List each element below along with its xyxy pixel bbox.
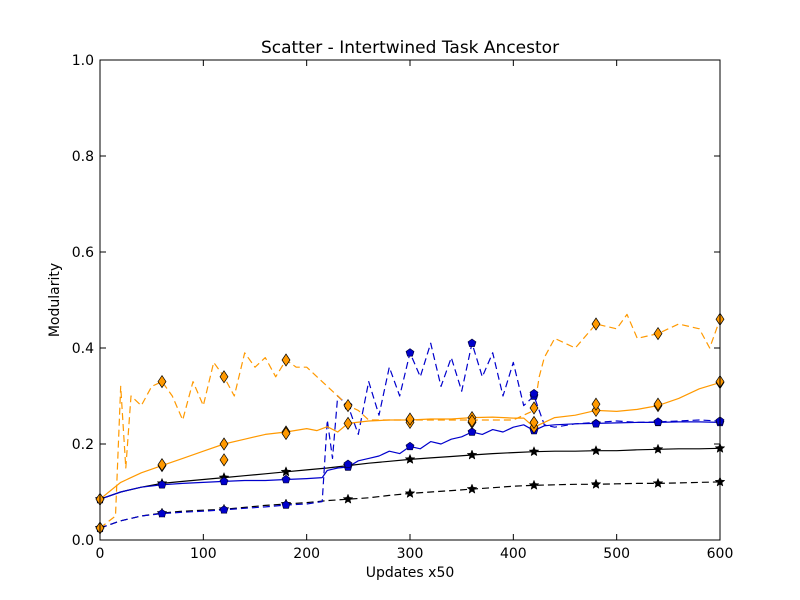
data-point-star-7 bbox=[528, 446, 540, 457]
data-point-star-8 bbox=[590, 445, 602, 456]
axis-ticks: 0 100 200 300 400 500 600 0.0 0.2 0.4 0.6 0.8 1.0 bbox=[72, 53, 734, 562]
data-point-star-5 bbox=[404, 453, 416, 464]
data-point-star-9 bbox=[652, 443, 664, 454]
data-point-diamond-48 bbox=[343, 416, 353, 430]
data-point-star-15 bbox=[342, 493, 354, 504]
data-point-pentagon-75 bbox=[343, 459, 353, 468]
data-point-diamond-46 bbox=[219, 437, 229, 451]
data-point-diamond-64 bbox=[653, 326, 663, 341]
data-point-diamond-69 bbox=[405, 412, 415, 426]
data-point-pentagon-23 bbox=[157, 480, 167, 489]
data-point-star-6 bbox=[466, 449, 478, 460]
x-tick-label: 600 bbox=[707, 546, 734, 562]
data-point-diamond-66 bbox=[157, 458, 167, 472]
plot-area bbox=[100, 60, 720, 540]
data-point-pentagon-36 bbox=[281, 500, 291, 509]
data-point-pentagon-76 bbox=[529, 389, 539, 398]
data-point-pentagon-34 bbox=[157, 509, 167, 518]
series-line-3 bbox=[99, 342, 721, 529]
y-tick-label: 0.4 bbox=[72, 341, 94, 357]
y-axis-label: Modularity bbox=[47, 263, 63, 337]
y-tick-label: 0.8 bbox=[72, 149, 94, 165]
data-point-diamond-71 bbox=[529, 415, 539, 430]
data-point-diamond-57 bbox=[219, 370, 229, 384]
series-line-5 bbox=[99, 313, 721, 529]
data-point-star-18 bbox=[528, 479, 540, 490]
data-point-star-20 bbox=[652, 477, 664, 488]
data-point-pentagon-28 bbox=[467, 427, 477, 436]
x-tick-label: 400 bbox=[500, 546, 527, 562]
data-point-diamond-68 bbox=[281, 426, 291, 441]
data-point-pentagon-39 bbox=[467, 338, 477, 347]
data-point-star-17 bbox=[466, 483, 478, 494]
x-tick-label: 0 bbox=[96, 546, 105, 562]
data-point-pentagon-27 bbox=[405, 441, 415, 451]
y-tick-label: 0.6 bbox=[72, 245, 94, 261]
data-point-pentagon-35 bbox=[219, 505, 229, 514]
data-point-star-16 bbox=[404, 487, 416, 499]
data-point-diamond-58 bbox=[281, 353, 291, 367]
plot-background bbox=[100, 60, 720, 540]
data-point-diamond-63 bbox=[591, 317, 601, 331]
data-point-star-3 bbox=[280, 466, 292, 477]
data-point-pentagon-42 bbox=[653, 417, 663, 426]
data-point-pentagon-41 bbox=[591, 419, 601, 428]
y-tick-label: 1.0 bbox=[72, 53, 94, 69]
x-tick-label: 300 bbox=[397, 546, 424, 562]
x-tick-label: 200 bbox=[293, 546, 320, 562]
data-point-diamond-70 bbox=[467, 414, 477, 428]
data-point-diamond-72 bbox=[591, 397, 601, 411]
data-point-diamond-62 bbox=[529, 401, 539, 415]
data-point-star-19 bbox=[590, 478, 602, 489]
y-tick-label: 0.2 bbox=[72, 437, 94, 453]
data-point-diamond-73 bbox=[653, 397, 663, 411]
x-tick-label: 100 bbox=[190, 546, 217, 562]
data-point-diamond-56 bbox=[157, 374, 167, 389]
data-point-pentagon-24 bbox=[219, 476, 229, 486]
chart-title: Scatter - Intertwined Task Ancestor bbox=[261, 38, 559, 58]
x-axis-label: Updates x50 bbox=[366, 565, 455, 581]
x-tick-label: 500 bbox=[603, 546, 630, 562]
y-tick-label: 0.0 bbox=[72, 533, 94, 549]
data-point-diamond-59 bbox=[343, 398, 353, 413]
data-point-pentagon-25 bbox=[281, 474, 291, 484]
data-point-pentagon-38 bbox=[405, 348, 415, 357]
data-point-diamond-67 bbox=[219, 453, 229, 467]
